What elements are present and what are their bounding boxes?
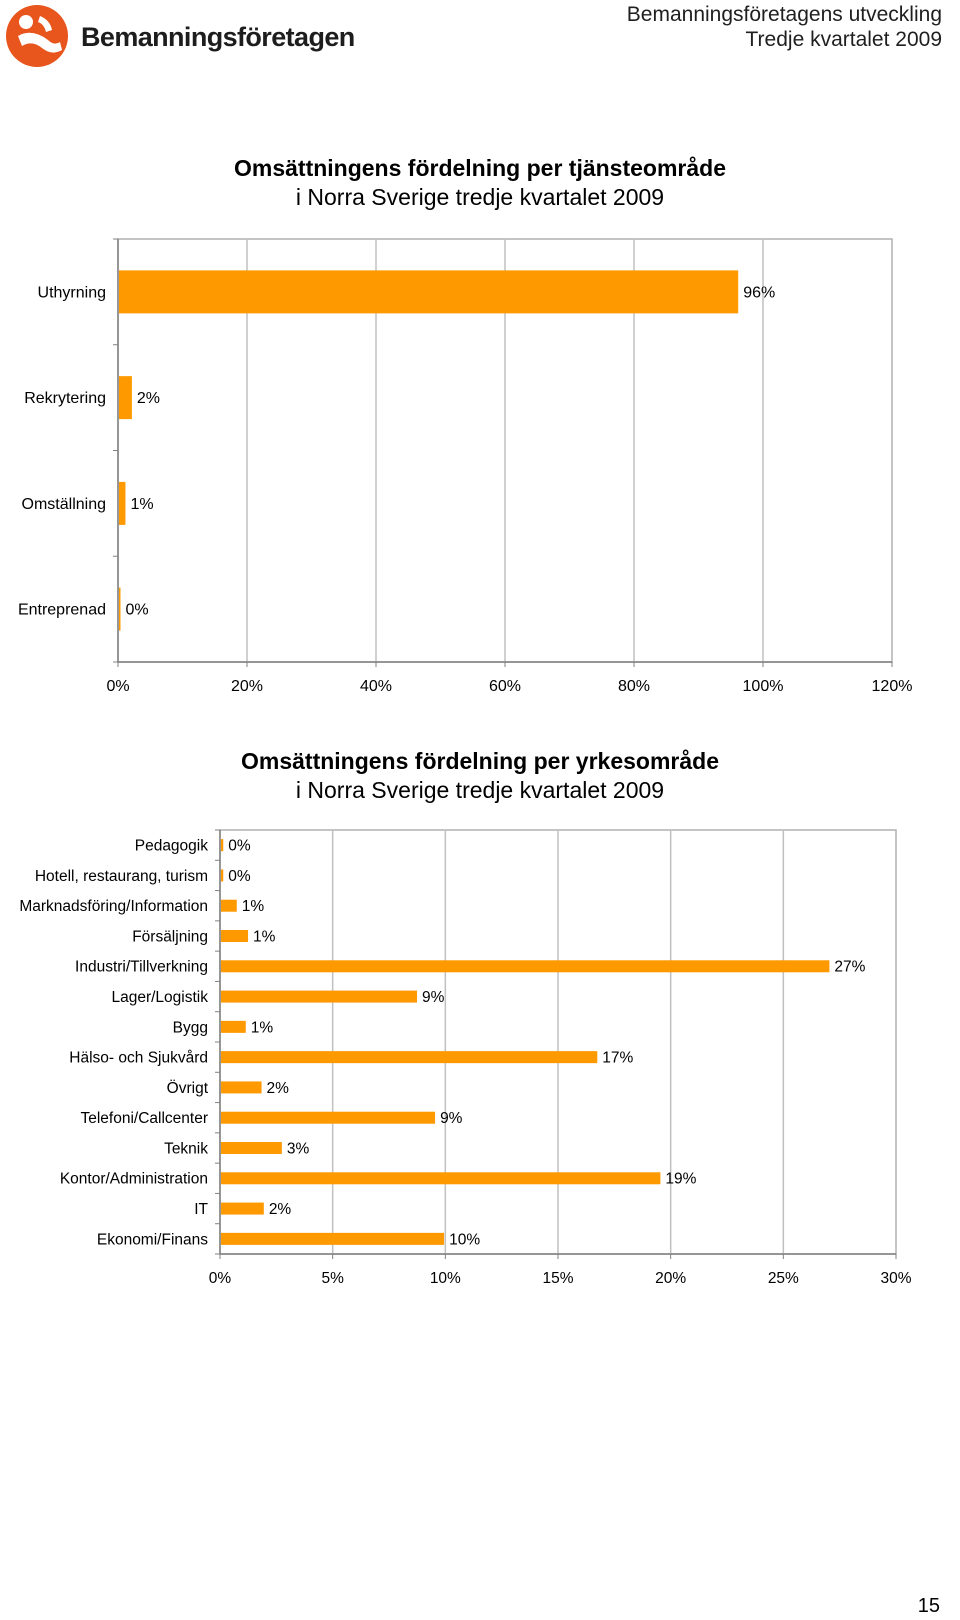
category-label: Pedagogik (135, 838, 209, 855)
chart-2-subtitle: i Norra Sverige tredje kvartalet 2009 (295, 777, 665, 803)
data-label: 9% (422, 989, 445, 1006)
x-tick-label: 25% (768, 1270, 799, 1287)
data-label: 96% (743, 284, 775, 301)
header-line-2: Tredje kvartalet 2009 (745, 28, 943, 51)
logo-mark-icon (6, 5, 68, 67)
bar (221, 1111, 436, 1124)
category-label: Bygg (173, 1019, 208, 1036)
x-tick-label: 40% (360, 678, 392, 695)
x-tick-label: 20% (655, 1270, 686, 1287)
logo: Bemanningsföretagen (4, 2, 355, 72)
chart-1: 0% 20% 40% 60% 80% 100% 120% Uthyrning 96% Rekryt… (18, 238, 913, 695)
x-tick-label: 15% (542, 1270, 573, 1287)
category-label: Kontor/Administration (60, 1171, 208, 1188)
x-tick-label: 0% (209, 1270, 232, 1287)
data-label: 2% (137, 390, 160, 407)
data-label: 17% (602, 1050, 633, 1067)
bar (221, 1051, 598, 1064)
data-label: 27% (834, 959, 865, 976)
x-tick-label: 10% (430, 1270, 461, 1287)
data-label: 0% (228, 868, 251, 885)
bar (119, 587, 121, 631)
bar (221, 1081, 262, 1094)
chart-1-title-block: Omsättningens fördelning per tjänsteområ… (0, 154, 960, 212)
data-label: 1% (253, 928, 276, 945)
chart-2-title-block: Omsättningens fördelning per yrkesområde… (0, 747, 960, 805)
category-label: Marknadsföring/Information (19, 898, 208, 915)
category-label: Teknik (164, 1140, 208, 1157)
chart-2: 0% 5% 10% 15% 20% 25% 30% Pedagogik 0% Hotell, re… (19, 829, 912, 1287)
x-tick-label: 100% (743, 678, 784, 695)
category-label: IT (194, 1201, 208, 1218)
category-label: Uthyrning (38, 284, 106, 301)
category-label: Ekonomi/Finans (97, 1231, 208, 1248)
bar (221, 930, 249, 942)
category-label: Telefoni/Callcenter (80, 1110, 208, 1127)
page-header: Bemanningsföretagens utveckling Tredje k… (627, 2, 942, 52)
bar (119, 481, 126, 525)
data-label: 2% (267, 1080, 290, 1097)
bar (221, 960, 830, 973)
category-label: Lager/Logistik (111, 989, 208, 1006)
bar (221, 1232, 445, 1245)
data-label: 10% (449, 1231, 480, 1248)
bar (119, 270, 739, 314)
chart-2-title: Omsättningens fördelning per yrkesområde (240, 748, 719, 774)
x-tick-label: 60% (489, 678, 521, 695)
data-label: 2% (269, 1201, 292, 1218)
x-tick-label: 0% (106, 678, 129, 695)
bar (221, 839, 224, 852)
data-label: 3% (287, 1140, 310, 1157)
category-label: Hälso- och Sjukvård (69, 1050, 208, 1067)
category-label: Övrigt (167, 1079, 209, 1097)
data-label: 0% (228, 838, 251, 855)
category-label: Omställning (22, 496, 106, 513)
bar (119, 376, 132, 420)
category-label: Entreprenad (18, 602, 106, 619)
bar (221, 990, 418, 1003)
data-label: 0% (126, 602, 149, 619)
x-tick-label: 30% (880, 1270, 911, 1287)
logo-text: Bemanningsföretagen (81, 22, 355, 52)
page-number: 15 (917, 1595, 940, 1617)
category-label: Hotell, restaurang, turism (35, 868, 208, 885)
data-label: 1% (251, 1019, 274, 1036)
data-label: 1% (242, 898, 265, 915)
data-label: 19% (665, 1171, 696, 1188)
bar (221, 869, 224, 882)
chart-1-title: Omsättningens fördelning per tjänsteområ… (233, 155, 727, 181)
bar (221, 899, 237, 912)
category-label: Rekrytering (24, 390, 106, 407)
bar (221, 1202, 264, 1215)
header-line-1: Bemanningsföretagens utveckling (626, 3, 942, 26)
chart-1-subtitle: i Norra Sverige tredje kvartalet 2009 (295, 184, 665, 210)
category-label: Industri/Tillverkning (75, 959, 208, 976)
x-tick-label: 20% (231, 678, 263, 695)
bar (221, 1172, 661, 1185)
bar (221, 1020, 246, 1033)
bar (221, 1142, 282, 1154)
x-tick-label: 80% (618, 678, 650, 695)
data-label: 9% (440, 1110, 463, 1127)
x-tick-label: 120% (872, 678, 913, 695)
category-label: Försäljning (132, 928, 208, 945)
x-tick-label: 5% (321, 1270, 344, 1287)
data-label: 1% (130, 496, 153, 513)
